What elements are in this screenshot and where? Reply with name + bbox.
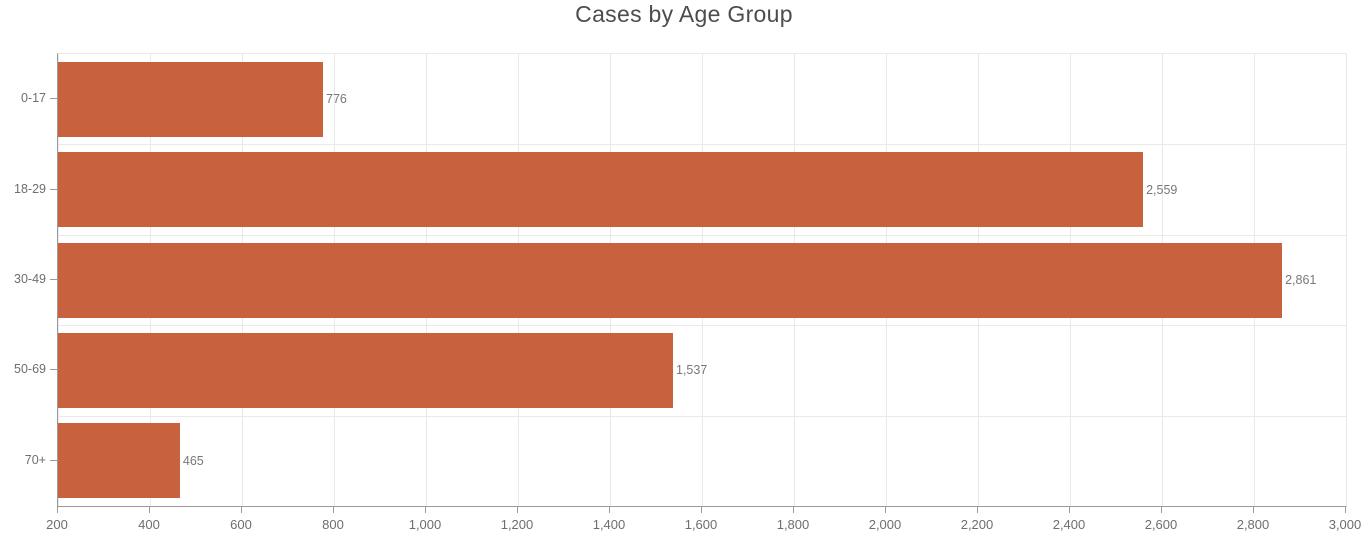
bar <box>58 423 180 499</box>
x-tick-mark <box>701 506 702 513</box>
bar-value-label: 1,537 <box>676 363 708 378</box>
bar <box>58 152 1144 228</box>
plot-area: 776 2,559 2,861 1,537 465 <box>57 53 1347 507</box>
y-tick-mark <box>50 279 57 280</box>
y-tick-label: 0-17 <box>20 91 46 106</box>
horizontal-gridline <box>58 325 1346 327</box>
bar <box>58 242 1283 318</box>
vertical-gridline <box>1346 54 1347 506</box>
bar-value-label: 465 <box>182 453 204 468</box>
x-tick-label: 3,000 <box>1328 517 1362 532</box>
horizontal-gridline <box>58 415 1346 417</box>
y-tick-mark <box>50 369 57 371</box>
y-tick-mark <box>50 98 57 100</box>
y-tick-label: 30-49 <box>14 272 46 286</box>
x-tick-label: 400 <box>138 517 160 532</box>
x-tick-mark <box>1345 506 1346 513</box>
x-tick-mark <box>517 506 518 513</box>
x-tick-label: 2,000 <box>868 517 902 532</box>
bar <box>58 332 673 408</box>
x-tick-mark <box>885 506 886 513</box>
x-tick-mark <box>425 506 426 513</box>
x-tick-label: 2,800 <box>1236 517 1270 532</box>
x-tick-mark <box>57 506 58 513</box>
y-tick-mark <box>50 188 57 190</box>
x-tick-mark <box>609 506 610 513</box>
y-tick-label: 50-69 <box>14 362 46 377</box>
horizontal-gridline <box>58 144 1346 146</box>
x-tick-mark <box>793 506 794 513</box>
x-tick-mark <box>333 506 334 513</box>
chart-title: Cases by Age Group <box>575 1 793 27</box>
x-tick-mark <box>149 506 150 513</box>
horizontal-gridline <box>58 234 1346 236</box>
x-tick-label: 800 <box>322 517 344 532</box>
x-tick-label: 2,200 <box>960 517 994 532</box>
x-tick-label: 2,600 <box>1144 517 1178 532</box>
x-tick-mark <box>1161 506 1162 513</box>
x-tick-label: 1,400 <box>592 517 626 532</box>
bar-value-label: 2,559 <box>1146 182 1178 197</box>
x-tick-label: 2,400 <box>1052 517 1086 532</box>
x-tick-label: 200 <box>46 517 68 532</box>
x-tick-label: 1,000 <box>408 517 442 532</box>
x-tick-mark <box>1069 506 1070 513</box>
bar <box>58 61 323 137</box>
x-tick-label: 600 <box>230 517 252 532</box>
bar-value-label: 2,861 <box>1285 273 1317 287</box>
x-tick-mark <box>1253 506 1254 513</box>
x-tick-label: 1,800 <box>776 517 810 532</box>
bar-value-label: 776 <box>326 92 347 107</box>
x-tick-mark <box>977 506 978 513</box>
y-tick-label: 70+ <box>24 452 46 467</box>
x-tick-label: 1,200 <box>500 517 534 532</box>
x-tick-mark <box>241 506 242 513</box>
x-tick-label: 1,600 <box>684 517 718 532</box>
y-tick-label: 18-29 <box>14 181 46 196</box>
y-tick-mark <box>50 459 57 461</box>
